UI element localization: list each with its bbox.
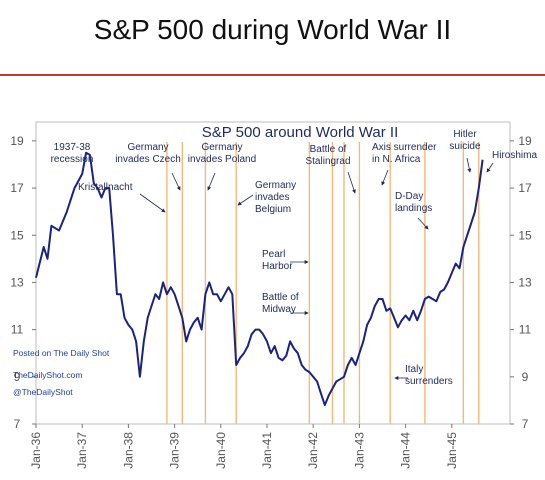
y-tick-label: 13 [10,275,24,289]
event-label-line: Pearl [262,249,285,260]
event-label-line: landings [395,203,432,214]
event-label: Battle of Stalingrad [305,144,350,167]
event-arrow [486,162,494,173]
recession-label-line: 1937-38 [54,142,91,153]
event-label-line: Italy [405,364,423,375]
x-tick-label: Jan-37 [75,432,89,469]
event-label: Germany invades Czech [115,142,181,165]
event-label-line: surrenders [405,376,453,387]
event-arrow [207,172,216,191]
y-tick-label: 17 [10,181,24,195]
x-tick-label: Jan-44 [399,432,413,469]
event-label-line: Battle of [310,144,347,155]
x-tick-label: Jan-43 [352,432,366,469]
x-tick-label: Jan-42 [306,432,320,469]
y-tick-label: 15 [10,228,24,242]
recession-label-line: recession [51,154,94,165]
event-label-line: Midway [262,304,296,315]
credit-text: Posted on The Daily Shot [13,348,110,358]
event-arrow [381,169,389,186]
x-tick-label: Jan-40 [214,432,228,469]
event-label: Hiroshima [492,150,537,161]
event-label: Hitler suicide [449,129,481,152]
y-tick-label: 7 [14,417,21,431]
y-tick-label-right: 11 [519,323,532,337]
y-tick-label-right: 19 [518,134,532,148]
event-arrow [417,217,429,230]
event-arrow [347,171,356,194]
event-label: Kristallnacht [78,182,133,193]
event-label: Germany invades Poland [188,142,256,165]
event-label-line: invades [255,192,289,203]
x-tick-label: Jan-45 [445,432,459,469]
event-arrow [139,193,166,213]
credit-text: @TheDailyShot [13,387,73,397]
title-divider [0,74,545,76]
event-label-line: Harbor [262,261,293,272]
x-tick-label: Jan-41 [260,432,274,469]
y-tick-label: 9 [14,370,21,384]
event-arrow [237,194,254,206]
event-label-line: Axis surrender [372,142,437,153]
event-label: Pearl Harbor [262,249,293,272]
x-tick-label: Jan-36 [29,432,43,469]
y-tick-label-right: 13 [518,275,532,289]
y-tick-label-right: 17 [518,181,532,195]
event-label-line: Germany [255,180,296,191]
event-label: Axis surrender in N. Africa [372,142,437,165]
event-label-line: invades Poland [188,154,256,165]
x-tick-label: Jan-39 [168,432,182,469]
sp500-series-line [35,151,484,407]
chart-title: S&P 500 around World War II [202,124,399,141]
event-label-line: Stalingrad [305,156,350,167]
event-arrow [466,157,472,173]
x-tick-label: Jan-38 [121,432,135,469]
event-label-line: Hiroshima [492,150,537,161]
event-label-line: in N. Africa [372,154,421,165]
recession-label: 1937-38 recession [51,142,94,165]
event-label-line: Battle of [262,292,299,303]
page-title: S&P 500 during World War II [93,14,452,45]
y-tick-label-right: 15 [518,228,532,242]
y-tick-label-right: 7 [522,417,529,431]
event-label: Italy surrenders [405,364,453,387]
event-label: Battle of Midway [262,292,299,315]
event-label-line: suicide [449,141,481,152]
y-tick-label-right: 9 [522,370,529,384]
event-label: Germany invades Belgium [255,180,296,215]
event-label-line: invades Czech [115,154,181,165]
event-label-line: Germany [127,142,168,153]
event-arrow [171,172,181,191]
credit-text: TheDailyShot.com [13,370,82,380]
event-label-line: Belgium [255,204,291,215]
event-label-line: Germany [201,142,242,153]
y-tick-label: 19 [10,134,24,148]
event-label-line: D-Day [395,191,423,202]
y-tick-label: 11 [11,323,24,337]
event-label: D-Day landings [395,191,432,214]
event-label-line: Hitler [453,129,477,140]
event-label-line: Kristallnacht [78,182,133,193]
